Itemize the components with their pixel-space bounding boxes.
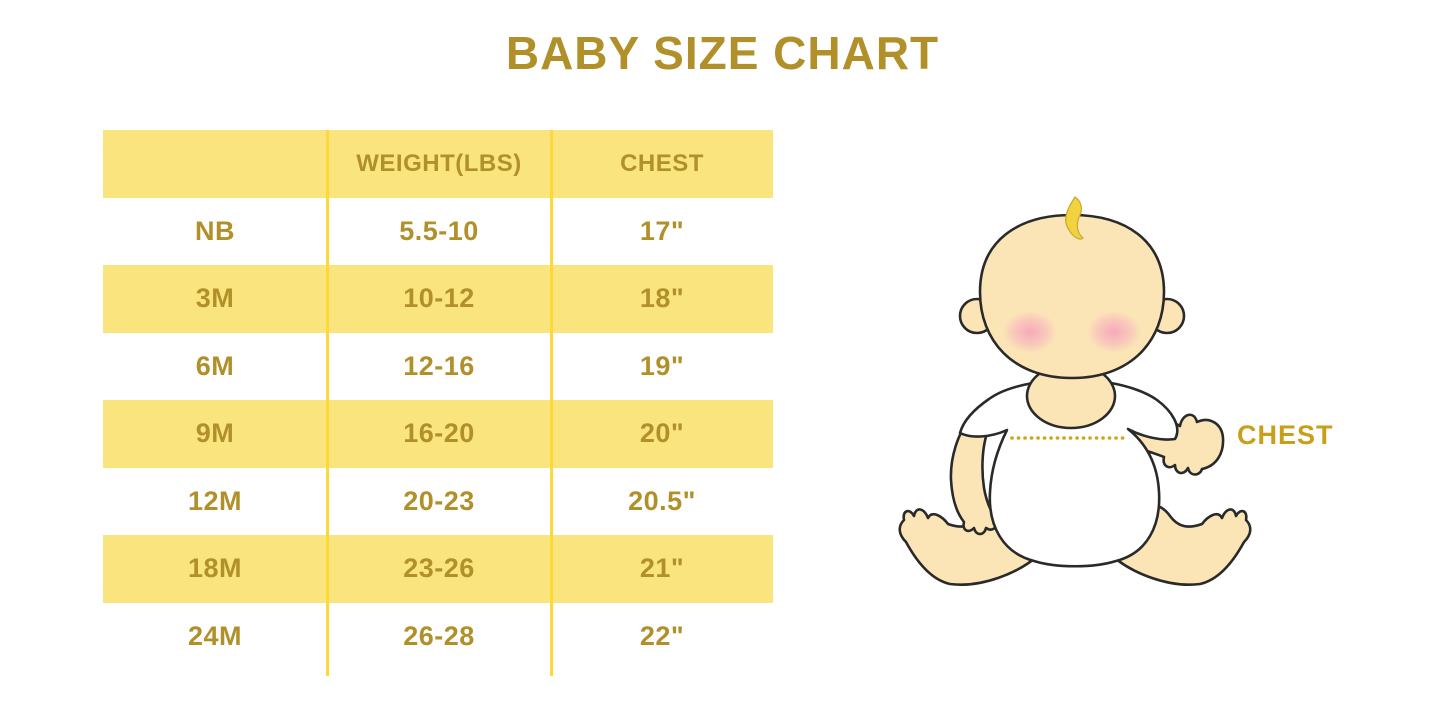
table-row: NB 5.5-10 17" [103,197,773,265]
size-cell: 6M [195,350,235,381]
weight-cell: 5.5-10 [399,215,479,246]
size-cell: 24M [187,620,243,651]
table-row: 9M 16-20 20" [103,400,773,468]
baby-right-cheek [1087,311,1141,353]
chest-cell: 20" [639,418,685,449]
weight-cell: 16-20 [403,418,475,449]
chest-cell: 20.5" [628,485,696,516]
size-column-header [103,130,327,198]
page-title: BABY SIZE CHART [505,27,940,79]
chest-cell: 17" [639,215,685,246]
size-cell: NB [195,215,235,246]
chest-column-header: CHEST [620,149,704,177]
baby-onesie [958,381,1179,568]
size-table: WEIGHT(LBS) CHEST NB 5.5-10 17" 3M 10-12 18" 6… [103,130,773,676]
table-header-row: WEIGHT(LBS) CHEST [103,130,773,198]
size-cell: 3M [195,283,235,314]
table-row: 12M 20-23 20.5" [103,467,773,535]
table-row: 6M 12-16 19" [103,332,773,400]
baby-hair-curl-icon [1065,196,1084,240]
table-row: 24M 26-28 22" [103,602,773,670]
size-cell: 9M [195,418,235,449]
baby-illustration [898,196,1252,586]
column-divider-2 [549,130,553,676]
weight-cell: 12-16 [403,350,475,381]
chest-cell: 22" [639,620,685,651]
weight-cell: 20-23 [403,485,475,516]
table-row: 3M 10-12 18" [103,265,773,333]
column-divider-1 [325,130,329,676]
baby-left-cheek [1003,311,1057,353]
size-cell: 18M [187,553,243,584]
baby-head [978,213,1166,380]
size-table-body: NB 5.5-10 17" 3M 10-12 18" 6M 12-16 19" 9M 16-20 20… [103,197,773,670]
chest-measurement-label: CHEST [1237,420,1334,450]
weight-cell: 23-26 [403,553,475,584]
chest-cell: 19" [639,350,685,381]
size-cell: 12M [187,485,243,516]
chest-cell: 18" [639,283,685,314]
weight-cell: 26-28 [403,620,475,651]
table-row: 18M 23-26 21" [103,535,773,603]
weight-cell: 10-12 [403,283,475,314]
chest-cell: 21" [639,553,685,584]
baby-left-arm [949,418,998,536]
weight-column-header: WEIGHT(LBS) [356,149,522,177]
